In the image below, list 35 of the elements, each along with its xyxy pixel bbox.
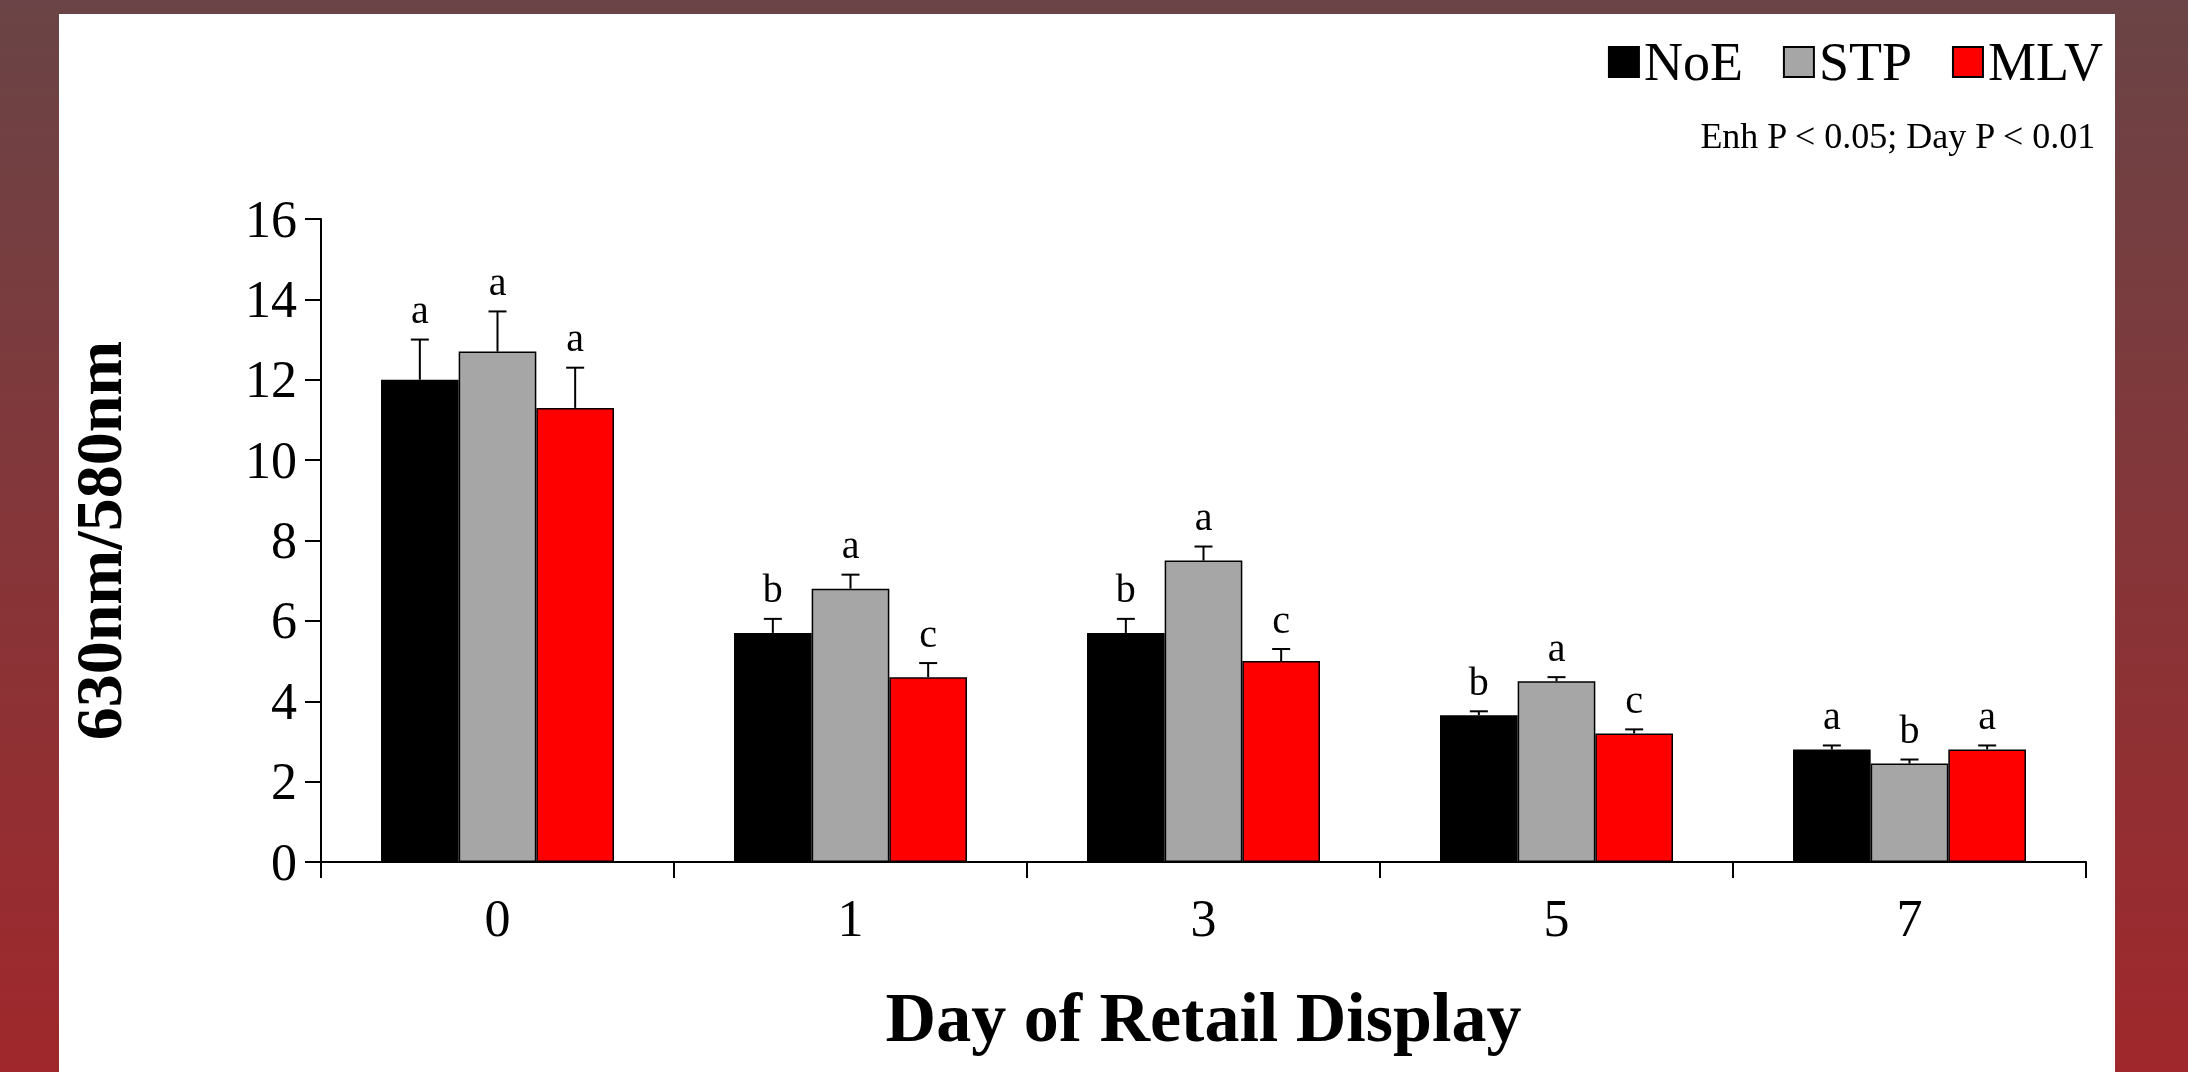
- x-tick-label: 7: [1896, 889, 1923, 947]
- x-tick-label: 5: [1543, 889, 1570, 947]
- y-tick-label: 12: [245, 351, 297, 409]
- y-axis-title: 630nm/580nm: [61, 340, 135, 741]
- y-tick-label: 0: [271, 833, 297, 891]
- data-label: c: [919, 610, 938, 656]
- y-tick-label: 4: [271, 672, 297, 730]
- x-tick-label: 1: [837, 889, 864, 947]
- y-tick-label: 10: [245, 431, 297, 489]
- y-tick-label: 6: [271, 592, 297, 650]
- y-tick-label: 2: [271, 753, 297, 811]
- x-axis-title: Day of Retail Display: [885, 978, 1522, 1056]
- y-tick-label: 8: [271, 512, 297, 569]
- y-tick-label: 14: [245, 270, 297, 328]
- legend-label: NoE: [1643, 32, 1743, 92]
- legend-label: STP: [1818, 32, 1912, 92]
- data-label: a: [410, 287, 429, 333]
- data-label: a: [1194, 494, 1213, 540]
- x-tick-label: 0: [484, 889, 511, 947]
- y-tick-label: 16: [245, 190, 297, 248]
- data-label: b: [1115, 566, 1136, 612]
- data-label: a: [1978, 692, 1997, 738]
- x-tick-label: 3: [1190, 889, 1217, 947]
- data-label: a: [488, 258, 507, 304]
- data-label: a: [566, 315, 585, 361]
- data-label: c: [1272, 596, 1291, 642]
- data-label: b: [1468, 658, 1489, 704]
- data-label: a: [1822, 692, 1841, 738]
- data-label: b: [1899, 707, 1920, 753]
- legend-label: MLV: [1987, 32, 2104, 92]
- text: Enh P < 0.05; Day P < 0.01: [1700, 116, 2096, 156]
- data-label: c: [1625, 676, 1644, 722]
- data-label: a: [1547, 624, 1566, 670]
- data-label: b: [762, 566, 783, 612]
- data-label: a: [841, 522, 860, 568]
